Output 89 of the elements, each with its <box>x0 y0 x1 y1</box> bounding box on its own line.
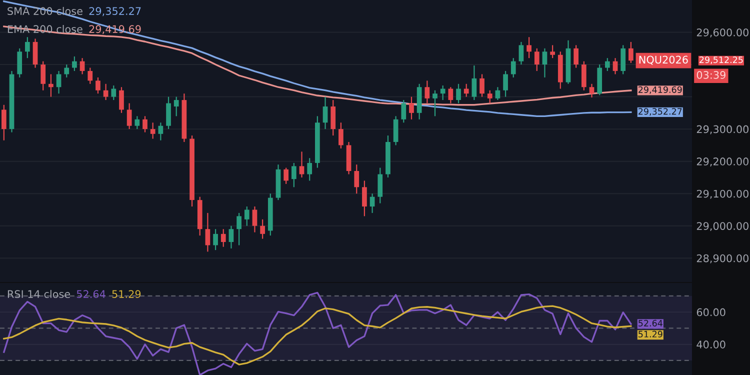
candlestick <box>518 41 524 66</box>
text: 03:39 <box>696 71 726 79</box>
candlestick <box>260 218 265 240</box>
line-series <box>3 305 632 366</box>
candlestick <box>158 122 164 141</box>
candlestick <box>456 83 461 104</box>
candlestick <box>574 44 579 68</box>
candlestick <box>510 58 516 78</box>
candlestick <box>589 83 594 98</box>
line-series <box>3 292 632 375</box>
y-tick-label: 29,600.00 <box>696 28 748 38</box>
candlestick <box>393 116 398 146</box>
candlestick <box>440 84 446 101</box>
candlestick <box>228 225 234 249</box>
candlestick <box>409 96 414 120</box>
y-tick-label: 28,900.00 <box>696 254 748 264</box>
candlestick <box>284 167 289 184</box>
candlestick <box>424 80 430 104</box>
text: 51.29 <box>112 290 141 298</box>
candlestick <box>362 180 367 217</box>
candlestick <box>448 86 454 104</box>
candlestick <box>213 228 218 251</box>
candlestick <box>370 193 375 214</box>
candlestick <box>150 122 156 140</box>
candlestick <box>401 99 406 124</box>
candlestick <box>322 96 328 130</box>
y-tick-label: 29,200.00 <box>696 158 748 166</box>
candlestick <box>612 58 618 75</box>
data-label: 51.29 <box>638 330 662 338</box>
data-label: 29,419.69 <box>638 86 682 94</box>
candlestick <box>550 44 555 59</box>
candlestick <box>307 158 312 182</box>
text: NQU2026 <box>639 56 688 65</box>
candlestick <box>534 48 540 72</box>
candlestick <box>526 36 532 59</box>
candlestick <box>25 36 30 59</box>
candlestick <box>80 58 85 75</box>
candlestick <box>17 48 22 78</box>
data-label: 52.64 <box>638 320 662 326</box>
candlestick <box>126 102 132 130</box>
candlestick <box>40 60 46 91</box>
candlestick <box>542 48 548 78</box>
candlestick <box>330 99 336 136</box>
candlestick <box>205 212 210 252</box>
candlestick <box>166 96 171 130</box>
candlestick <box>605 58 610 72</box>
candlestick <box>581 60 586 91</box>
y-tick-label: 29,100.00 <box>696 190 748 199</box>
candlestick <box>432 90 438 117</box>
y-tick-label: 60.00 <box>696 308 726 316</box>
candlestick <box>252 206 258 233</box>
text: 29,352.27 <box>89 7 141 16</box>
candlestick <box>487 90 492 104</box>
candlestick <box>48 74 54 98</box>
candlestick <box>119 86 124 114</box>
candlestick <box>291 162 296 188</box>
candlestick <box>472 64 477 101</box>
series-label: RSI 14 close <box>8 290 70 298</box>
candlestick <box>464 83 469 98</box>
candlestick <box>142 116 148 133</box>
candlestick <box>378 167 383 204</box>
candlestick <box>32 38 38 68</box>
candlestick <box>503 70 508 98</box>
candlestick <box>338 122 344 149</box>
y-tick-label: 29,000.00 <box>696 222 748 232</box>
candlestick <box>220 228 226 248</box>
candlestick <box>96 76 100 94</box>
candlestick <box>244 206 250 226</box>
y-tick-label: 40.00 <box>696 340 726 348</box>
candlestick <box>56 70 62 94</box>
candlestick <box>620 44 626 75</box>
candlestick <box>628 41 634 64</box>
candlestick <box>174 96 179 117</box>
candlestick <box>480 74 484 98</box>
y-tick-label: 29,300.00 <box>696 125 748 134</box>
candlestick <box>72 56 77 72</box>
text: 52.64 <box>76 290 106 298</box>
candlestick <box>111 84 116 101</box>
candlestick <box>103 83 108 101</box>
candlestick <box>236 212 242 246</box>
candlestick <box>64 64 70 78</box>
candlestick <box>495 86 500 101</box>
candlestick <box>299 151 304 178</box>
data-label: 29,352.27 <box>638 108 682 116</box>
candlestick <box>354 164 360 194</box>
candlestick <box>134 116 140 130</box>
candlestick <box>88 67 93 84</box>
text: 29,512.25 <box>700 56 743 64</box>
candlestick <box>1 104 6 141</box>
